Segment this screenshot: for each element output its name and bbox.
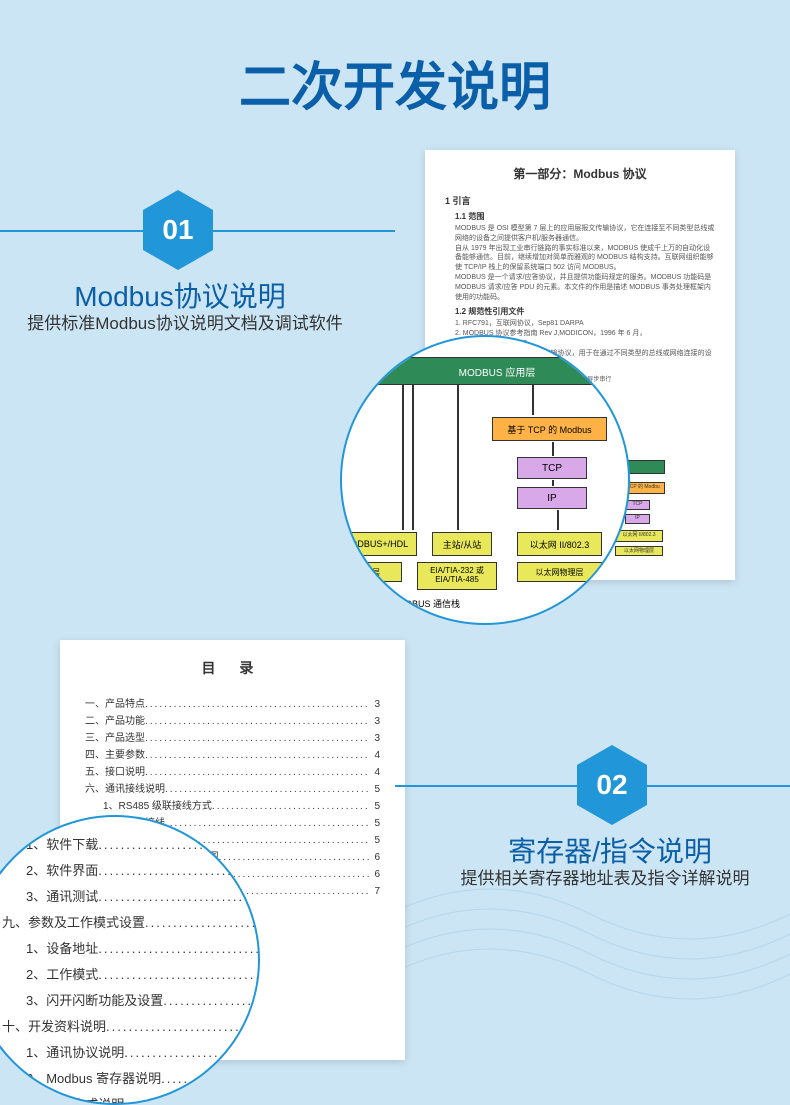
toc-zoom-row: 九、参数及工作模式设置11 <box>2 910 260 936</box>
doc1-subheading: 1.1 范围 <box>455 211 715 222</box>
diagram-ip: IP <box>517 487 587 509</box>
toc-row: 六、通讯接线说明5 <box>85 781 380 798</box>
doc1-subheading: 1.2 规范性引用文件 <box>455 306 715 317</box>
section-1-title: Modbus协议说明 <box>0 275 360 315</box>
diagram-phy: 理层 <box>342 562 402 582</box>
divider-line <box>0 230 145 232</box>
toc-zoom-row: 1、通讯协议说明17 <box>2 1040 260 1066</box>
diagram-arrow <box>457 385 459 530</box>
hexagon-badge-2: 02 <box>577 745 647 825</box>
doc1-paragraph: MODBUS 是 OSI 模型第 7 层上的应用层报文传输协议，它在连接至不同类… <box>455 224 715 244</box>
doc1-paragraph: 1. RFC791，互联网协议，Sep81 DARPA <box>455 319 715 329</box>
toc-zoom-row: 2、软件界面7 <box>2 858 260 884</box>
toc-zoom-row: 十、开发资料说明17 <box>2 1014 260 1040</box>
diagram-hdl: DDBUS+/HDL <box>342 532 417 556</box>
doc1-title: 第一部分：Modbus 协议 <box>445 165 715 182</box>
diagram-arrow <box>412 385 414 530</box>
toc-row: 四、主要参数4 <box>85 747 380 764</box>
diagram-ethernet: 以太网 II/802.3 <box>517 532 602 556</box>
diagram-arrow <box>552 480 554 486</box>
section-1-desc: 提供标准Modbus协议说明文档及调试软件 <box>25 312 345 336</box>
diagram-box: IP <box>625 514 650 524</box>
section-number: 01 <box>162 214 193 246</box>
main-title: 二次开发说明 <box>0 0 790 120</box>
diagram-arrow <box>402 385 404 530</box>
zoom-circle-1: MODBUS 应用层 基于 TCP 的 Modbus TCP IP DDBUS+… <box>340 335 630 625</box>
doc1-paragraph: MODBUS 是一个请求/应答协议，并且提供功能码规定的服务。MODBUS 功能… <box>455 273 715 302</box>
toc-zoom-row: 3、通讯测试8 <box>2 884 260 910</box>
zoom-circle-2: 1、软件下载72、软件界面73、通讯测试8九、参数及工作模式设置111、设备地址… <box>0 815 260 1105</box>
toc-zoom-row: 2、Modbus 寄存器说明17 <box>2 1066 260 1092</box>
toc-row: 五、接口说明4 <box>85 764 380 781</box>
diagram-box: TCP <box>625 500 650 510</box>
toc-zoom-row: 1、设备地址11 <box>2 936 260 962</box>
divider-line <box>395 785 580 787</box>
toc-zoom-row: 3、闪开闪断功能及设置13 <box>2 988 260 1014</box>
diagram-arrow <box>532 385 534 415</box>
diagram-eia: EIA/TIA-232 或 EIA/TIA-485 <box>417 562 497 590</box>
toc-row: 二、产品功能3 <box>85 713 380 730</box>
section-number: 02 <box>596 769 627 801</box>
diagram-ethernet-phy: 以太网物理层 <box>517 562 602 582</box>
section-2-title: 寄存器/指令说明 <box>430 830 790 870</box>
toc-row: 1、RS485 级联接线方式5 <box>85 798 380 815</box>
diagram-tcp-modbus: 基于 TCP 的 Modbus <box>492 417 607 441</box>
toc-zoom-row: 1、软件下载7 <box>2 832 260 858</box>
hexagon-badge-1: 01 <box>143 190 213 270</box>
toc-zoom-container: 1、软件下载72、软件界面73、通讯测试8九、参数及工作模式设置111、设备地址… <box>2 832 260 1105</box>
diagram-master: 主站/从站 <box>432 532 492 556</box>
diagram-modbus-app: MODBUS 应用层 <box>377 357 617 385</box>
toc-row: 一、产品特点3 <box>85 696 380 713</box>
toc-zoom-row: 2、工作模式12 <box>2 962 260 988</box>
doc1-paragraph: 自从 1979 年出现工业串行链路的事实标准以来，MODBUS 使成千上万的自动… <box>455 244 715 273</box>
diagram-tcp: TCP <box>517 457 587 479</box>
divider-line <box>645 785 790 787</box>
doc2-title: 目 录 <box>85 658 380 678</box>
section-2-desc: 提供相关寄存器地址表及指令详解说明 <box>445 867 765 891</box>
diagram-arrow <box>552 442 554 456</box>
diagram-arrow <box>557 510 559 530</box>
divider-line <box>210 230 395 232</box>
diagram-box: 以太网物理层 <box>615 546 663 556</box>
toc-zoom-row: 3、指令生成说明17 <box>2 1092 260 1105</box>
toc-row: 三、产品选型3 <box>85 730 380 747</box>
doc1-heading: 1 引言 <box>445 194 715 207</box>
diagram-box: 以太网 II/802.3 <box>615 530 663 542</box>
diagram-caption: 1：MODBUS 通信栈 <box>377 597 460 610</box>
